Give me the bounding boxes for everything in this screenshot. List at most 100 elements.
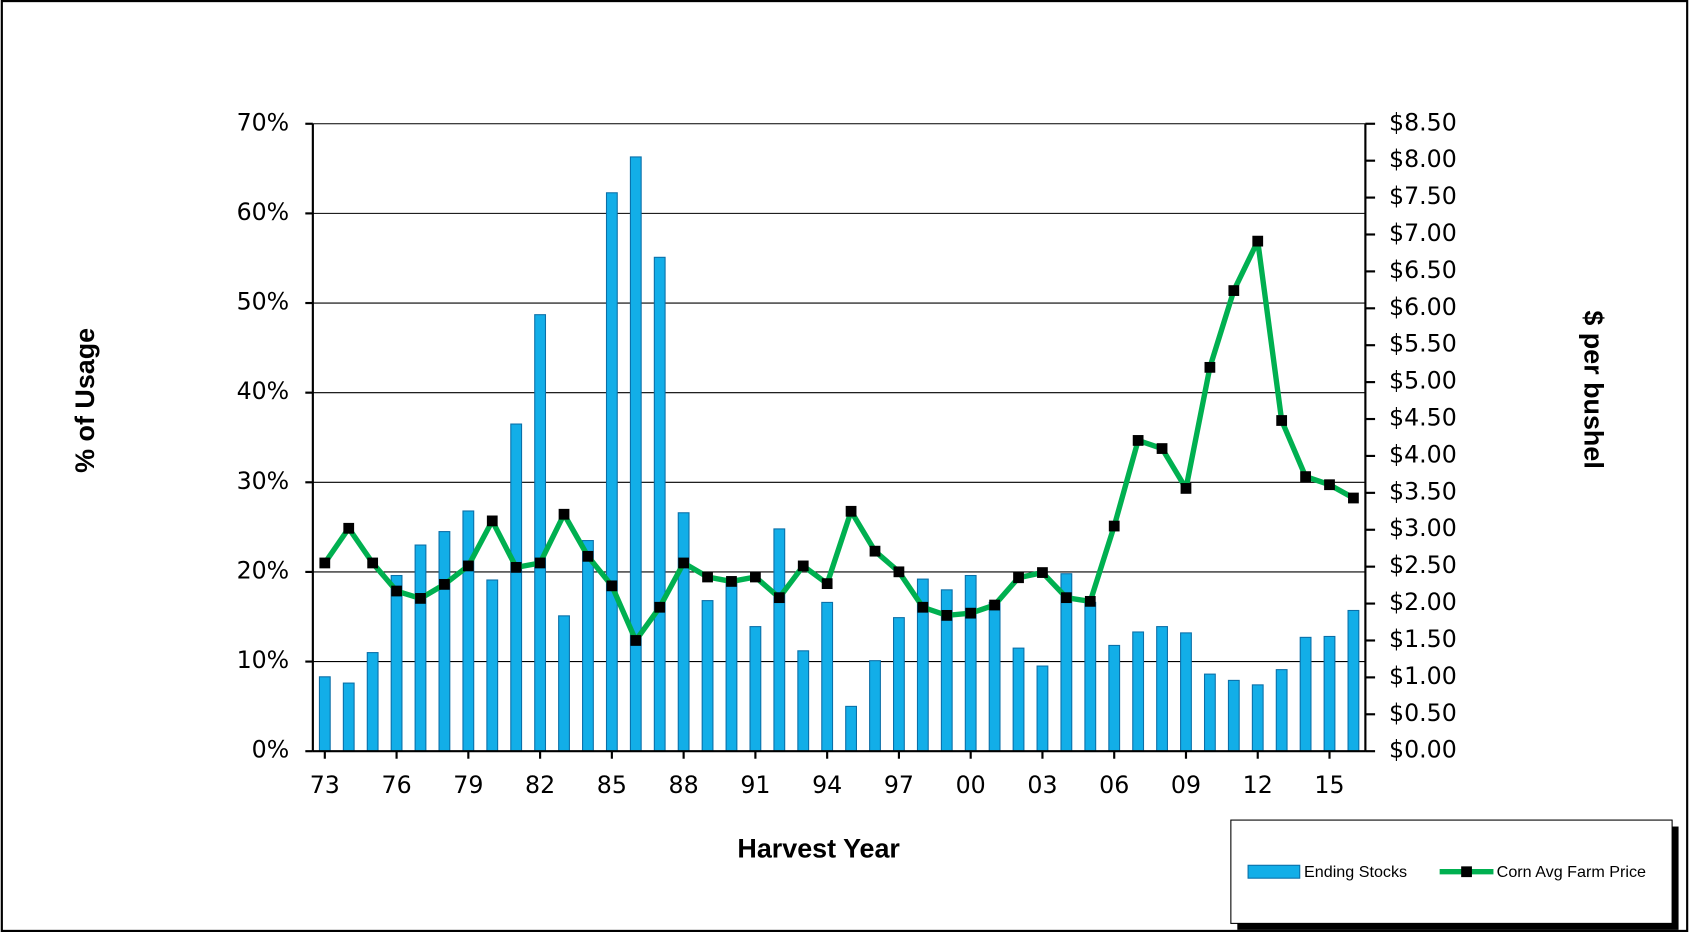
price-marker [367, 557, 379, 569]
bar [438, 531, 451, 752]
price-marker [797, 560, 809, 572]
y-tick-label: 40% [237, 377, 290, 405]
price-marker [750, 571, 761, 583]
bar [366, 652, 379, 752]
y2-tick-label: $6.00 [1389, 293, 1457, 321]
bar [869, 660, 881, 752]
x-tick-label: 91 [740, 771, 770, 799]
price-marker [319, 557, 331, 569]
bar [845, 705, 857, 752]
bar [1275, 669, 1288, 752]
bar [749, 626, 762, 752]
bar [1251, 684, 1264, 752]
price-marker [726, 576, 737, 587]
price-marker [1324, 479, 1335, 491]
price-marker [439, 578, 450, 590]
bar [1036, 665, 1049, 752]
x-tick-label: 15 [1314, 771, 1344, 799]
price-marker [845, 505, 857, 517]
bar [1132, 631, 1145, 752]
bar [1012, 647, 1025, 752]
price-marker [582, 550, 594, 562]
price-marker [1180, 483, 1192, 494]
price-marker [415, 593, 426, 604]
price-marker [1276, 415, 1288, 426]
price-marker [989, 599, 1000, 611]
x-tick-label: 03 [1027, 771, 1057, 799]
y2-tick-label: $5.50 [1389, 330, 1457, 358]
price-marker [702, 571, 713, 583]
price-marker [510, 562, 522, 573]
bar [1156, 626, 1168, 752]
y2-tick-label: $2.50 [1389, 551, 1457, 579]
price-marker [821, 578, 833, 590]
price-marker [869, 545, 881, 557]
bar [342, 682, 355, 752]
bar [534, 314, 547, 752]
x-tick-label: 88 [669, 771, 699, 799]
bar [1299, 636, 1312, 752]
price-marker [654, 601, 666, 613]
price-marker [678, 557, 690, 569]
y2-tick-label: $5.00 [1389, 367, 1457, 395]
bar [821, 601, 834, 752]
price-marker [1132, 435, 1144, 446]
price-marker [1300, 471, 1311, 482]
legend-label: Corn Avg Farm Price [1497, 863, 1646, 881]
price-marker [534, 557, 546, 569]
x-tick-label: 76 [382, 771, 412, 799]
x-tick-label: 06 [1099, 771, 1129, 799]
price-marker [773, 592, 785, 604]
bar [486, 579, 499, 752]
price-marker [343, 522, 355, 534]
bar [797, 650, 810, 752]
y-tick-label: 10% [237, 646, 290, 674]
price-marker [558, 508, 570, 520]
price-marker [462, 560, 474, 572]
bar [1347, 609, 1360, 752]
y2-tick-label: $0.50 [1389, 699, 1457, 727]
bar [893, 617, 905, 752]
bar [629, 156, 642, 752]
y2-tick-label: $4.50 [1389, 404, 1457, 432]
bar [582, 540, 594, 752]
y2-tick-label: $0.00 [1389, 736, 1457, 764]
x-tick-label: 97 [884, 771, 914, 799]
price-marker [1348, 492, 1359, 504]
price-marker [1084, 595, 1096, 607]
price-marker [1204, 361, 1216, 373]
x-tick-label: 82 [525, 771, 555, 799]
bar [1108, 644, 1121, 752]
bar [1323, 635, 1336, 752]
y2-axis-title: $ per bushel [1578, 310, 1608, 468]
legend-label: Ending Stocks [1304, 863, 1407, 881]
x-tick-label: 12 [1243, 771, 1273, 799]
price-marker [1228, 285, 1240, 296]
y-tick-label: 20% [237, 556, 290, 584]
price-marker [965, 607, 977, 619]
price-marker [1037, 567, 1048, 578]
bar [653, 256, 666, 752]
y2-tick-label: $3.00 [1389, 514, 1457, 542]
bar [1203, 673, 1216, 752]
price-marker [917, 601, 929, 613]
bar [318, 676, 331, 752]
bar [605, 192, 618, 752]
y2-tick-label: $1.50 [1389, 625, 1457, 653]
price-marker [1013, 572, 1024, 584]
bar [462, 510, 475, 752]
bar [725, 577, 738, 752]
bar [558, 615, 570, 752]
bar [390, 574, 403, 752]
bar [701, 600, 714, 752]
price-marker [1060, 592, 1072, 604]
x-axis-title: Harvest Year [737, 833, 900, 863]
x-tick-label: 94 [812, 771, 842, 799]
price-marker [606, 580, 618, 592]
bar [414, 544, 427, 752]
y2-tick-label: $1.00 [1389, 662, 1457, 690]
y2-tick-label: $7.50 [1389, 182, 1457, 210]
bar [1227, 679, 1240, 752]
y2-tick-label: $6.50 [1389, 256, 1457, 284]
